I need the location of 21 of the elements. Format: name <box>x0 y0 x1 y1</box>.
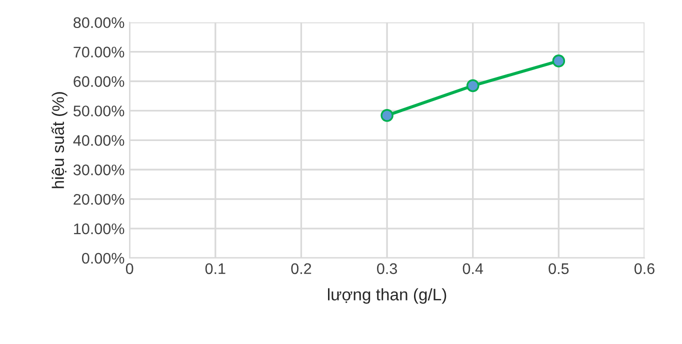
y-tick-label: 10.00% <box>74 223 124 234</box>
y-tick-label: 60.00% <box>74 76 124 87</box>
x-tick-label: 0.4 <box>462 263 484 274</box>
x-tick-label: 0.3 <box>377 263 397 274</box>
x-tick-label: 0.6 <box>634 263 654 274</box>
y-tick-label: 40.00% <box>73 135 124 146</box>
point <box>380 109 394 122</box>
y-tick-label: 0.00% <box>82 252 124 264</box>
y-tick-label: 30.00% <box>73 164 124 176</box>
point <box>552 54 566 68</box>
x-axis-title: lượng than (g/L) <box>328 288 446 304</box>
x-tick-label: 0.2 <box>291 263 312 274</box>
y-tick-label: 20.00% <box>74 194 124 205</box>
x-tick-label: 0 <box>126 263 134 274</box>
y-tick-label: 70.00% <box>74 46 124 58</box>
y-axis-title: hiệu suất (%) <box>51 92 68 188</box>
point <box>466 79 480 92</box>
y-tick-label: 80.00% <box>74 17 124 28</box>
x-tick-label: 0.1 <box>205 263 226 274</box>
y-tick-label: 50.00% <box>74 106 124 116</box>
x-tick-label: 0.5 <box>548 263 569 274</box>
